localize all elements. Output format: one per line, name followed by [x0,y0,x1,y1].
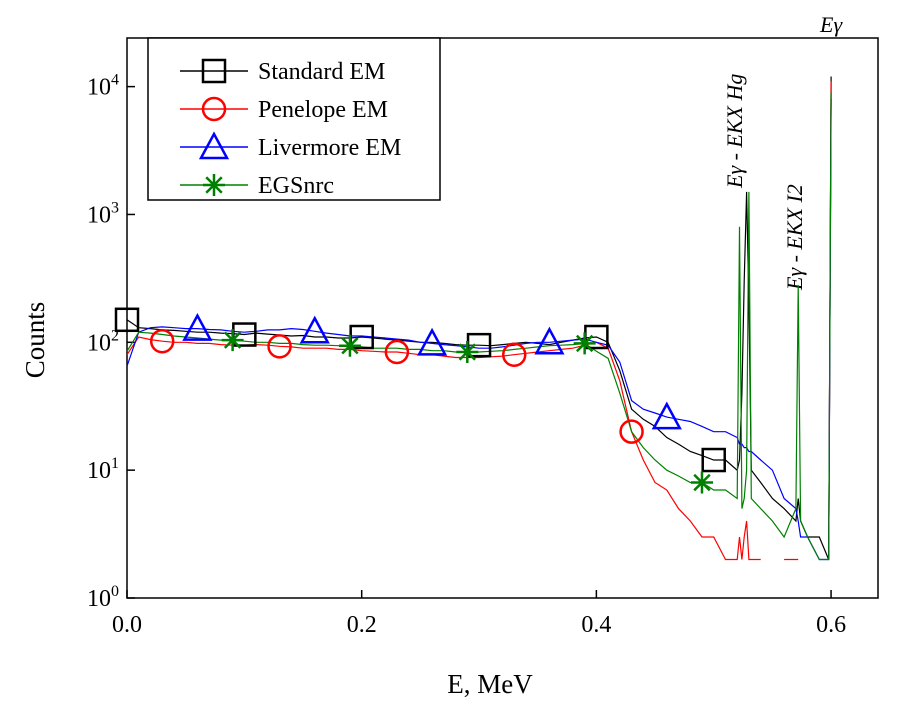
marker [501,342,527,367]
legend-label: Livermore EM [258,135,401,161]
legend-label: EGSnrc [258,173,334,199]
marker [221,329,244,352]
legend-marker [198,131,230,160]
y-axis-title: Counts [20,302,50,379]
marker [182,312,213,341]
y-tick-label: 102 [87,327,119,356]
x-tick-label: 0.2 [347,612,377,638]
y-tick-label: 100 [87,583,119,612]
marker [114,307,140,333]
y-tick-label: 103 [87,199,119,228]
marker [267,334,292,359]
x-tick-label: 0.0 [112,612,142,638]
marker [299,315,330,344]
y-tick-label: 101 [87,455,119,484]
x-axis-title: E, MeV [447,669,533,699]
marker [651,401,682,430]
annotation: Eγ [819,12,843,37]
marker [456,340,479,363]
annotation: Eγ - EKX I2 [782,184,807,291]
marker [701,447,726,473]
x-tick-label: 0.6 [816,612,846,638]
marker [690,471,713,494]
legend-box [147,37,441,201]
series-line [126,92,832,561]
series-line [126,98,832,561]
marker [573,332,596,355]
marker [338,334,361,357]
x-tick-label: 0.4 [581,612,611,638]
marker [416,327,448,356]
y-tick-label: 104 [87,72,119,101]
marker [619,419,644,444]
legend-marker [201,58,227,84]
plot-frame [126,37,879,599]
legend-label: Penelope EM [258,97,388,123]
marker [534,326,565,355]
legend-label: Standard EM [258,59,385,85]
annotation: Eγ - EKX Hg [722,74,747,189]
legend-marker [201,96,227,122]
marker [384,339,410,365]
marker [149,328,175,354]
legend-marker [203,174,225,196]
